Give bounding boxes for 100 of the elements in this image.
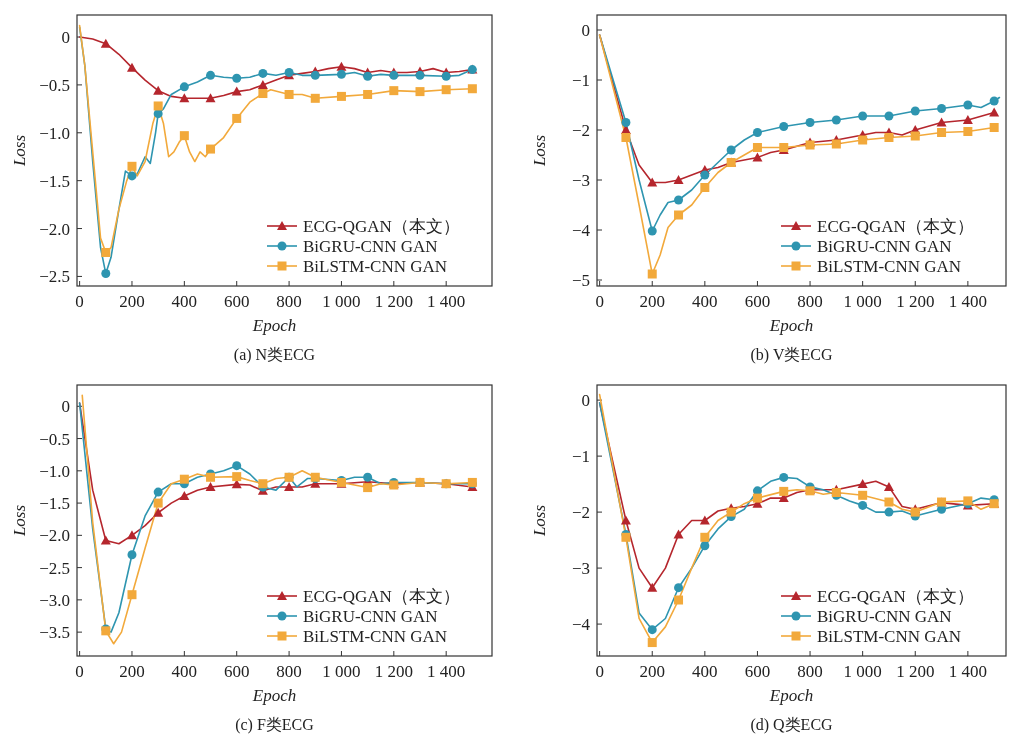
x-tick-label: 600 xyxy=(744,662,771,681)
x-tick-label: 1 400 xyxy=(948,292,987,311)
point xyxy=(726,507,736,517)
x-tick-label: 400 xyxy=(171,662,198,681)
point xyxy=(831,115,841,125)
y-tick-label: −3.0 xyxy=(39,590,70,610)
point xyxy=(647,226,657,236)
y-tick-label: −3.5 xyxy=(39,623,70,643)
x-tick-label: 1 400 xyxy=(948,662,987,681)
point xyxy=(858,135,868,145)
point xyxy=(257,79,268,89)
x-tick-label: 1 000 xyxy=(322,292,361,311)
point xyxy=(467,84,477,94)
point xyxy=(858,500,868,510)
point xyxy=(620,515,631,525)
point xyxy=(206,144,216,154)
x-axis-title: Epoch xyxy=(768,316,814,335)
point xyxy=(700,170,710,180)
point xyxy=(989,123,999,132)
point xyxy=(779,486,789,496)
x-tick-label: 1 000 xyxy=(322,662,361,681)
point xyxy=(232,461,242,471)
point xyxy=(937,104,947,113)
y-tick-label: −0.5 xyxy=(39,75,70,95)
point xyxy=(415,87,425,97)
y-tick-label: 0 xyxy=(61,397,70,417)
x-tick-label: 200 xyxy=(119,662,145,681)
point xyxy=(258,89,268,99)
legend-label: ECG-QGAN（本文） xyxy=(817,217,974,236)
legend-label: ECG-QGAN（本文） xyxy=(303,217,460,236)
point xyxy=(415,70,425,80)
y-tick-label: −2 xyxy=(571,121,590,140)
point xyxy=(363,71,373,81)
point xyxy=(284,481,295,491)
point xyxy=(700,532,710,542)
y-tick-label: 0 xyxy=(61,28,70,48)
point xyxy=(100,38,111,48)
legend-label: BiLSTM-CNN GAN xyxy=(303,627,448,646)
y-tick-label: −4 xyxy=(571,221,591,240)
x-axis-title: Epoch xyxy=(251,686,297,705)
point xyxy=(310,93,320,103)
point xyxy=(963,127,973,136)
point xyxy=(127,171,137,181)
point xyxy=(153,487,163,497)
point xyxy=(336,69,346,79)
x-tick-label: 400 xyxy=(171,292,198,311)
x-tick-label: 800 xyxy=(797,292,823,311)
legend-label: BiGRU-CNN GAN xyxy=(303,607,438,626)
point xyxy=(363,89,373,99)
point xyxy=(179,490,190,500)
point xyxy=(621,118,631,127)
x-tick-label: 800 xyxy=(276,662,302,681)
text: (d) Q类ECG xyxy=(750,716,834,734)
point xyxy=(858,490,868,500)
y-axis-title: Loss xyxy=(10,504,29,538)
point xyxy=(752,152,763,162)
x-tick-label: 1 000 xyxy=(843,292,882,311)
point xyxy=(673,175,684,184)
x-tick-label: 1 200 xyxy=(896,662,935,681)
x-tick-label: 1 200 xyxy=(896,292,935,311)
point xyxy=(858,111,868,121)
point xyxy=(258,68,268,78)
legend-label: ECG-QGAN（本文） xyxy=(303,587,460,606)
point xyxy=(310,70,320,80)
point xyxy=(857,479,868,489)
point xyxy=(831,139,841,149)
x-tick-label: 1 000 xyxy=(843,662,882,681)
point xyxy=(700,541,710,551)
point xyxy=(647,177,658,187)
point xyxy=(127,590,137,600)
y-axis-title: Loss xyxy=(10,134,29,168)
point xyxy=(284,89,294,99)
point xyxy=(963,100,973,110)
y-tick-label: −2.0 xyxy=(39,219,70,239)
x-tick-label: 400 xyxy=(692,292,718,311)
y-tick-label: −2.0 xyxy=(39,526,70,546)
x-tick-label: 600 xyxy=(223,662,250,681)
x-tick-label: 800 xyxy=(276,292,302,311)
point xyxy=(205,93,216,103)
point xyxy=(101,247,111,257)
point xyxy=(621,133,631,142)
point xyxy=(153,109,163,119)
point xyxy=(962,115,973,124)
y-tick-label: 0 xyxy=(581,391,590,411)
y-tick-label: −1 xyxy=(571,71,590,90)
point xyxy=(441,71,451,81)
text: (c) F类ECG xyxy=(235,716,315,734)
point xyxy=(206,70,216,80)
point xyxy=(726,145,736,155)
x-tick-label: 1 200 xyxy=(374,662,413,681)
y-tick-label: −2 xyxy=(571,503,590,523)
point xyxy=(752,493,762,503)
point xyxy=(910,106,920,116)
point xyxy=(101,269,111,279)
point xyxy=(647,638,657,648)
point xyxy=(883,481,894,491)
x-tick-label: 0 xyxy=(75,662,84,681)
x-tick-label: 1 200 xyxy=(374,292,413,311)
point xyxy=(179,474,189,484)
point xyxy=(910,131,920,141)
